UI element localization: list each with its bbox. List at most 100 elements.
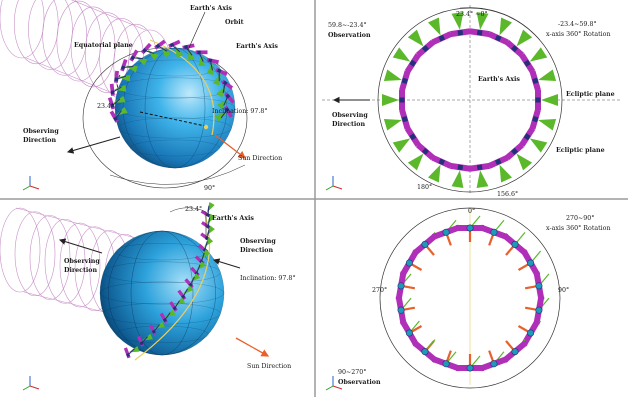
navy-square [224, 107, 230, 112]
navy-square [208, 58, 213, 63]
panel-triangle [383, 69, 402, 81]
attitude-glyph [195, 50, 208, 66]
panel-triangle [451, 170, 464, 188]
panel-top-right: 59.8~-23.4° Observation 23.4° ~0° -23.4~… [322, 5, 620, 198]
navy-square [494, 34, 502, 42]
meridian [108, 230, 216, 356]
attitude-glyph [129, 49, 148, 66]
attitude-glyph [123, 345, 140, 359]
label-sun-direction: Sun Direction [247, 363, 291, 370]
attitude-glyph [216, 79, 234, 98]
attitude-glyph [399, 249, 423, 277]
panel-bottom-left: 23.4° Earth's Axis Observing Direction O… [0, 201, 296, 391]
attitude-glyph [529, 108, 557, 131]
label-obs-angle: 90~270° [338, 369, 366, 376]
attitude-glyph [519, 47, 548, 74]
cylinder-ring [59, 222, 101, 308]
navy-square [120, 65, 126, 70]
label-observation: Observation [338, 379, 381, 386]
attitude-glyph [535, 90, 558, 110]
navy-square [130, 55, 136, 61]
attitude-glyph [505, 29, 533, 58]
navy-square [476, 164, 483, 171]
teal-node [490, 360, 498, 368]
axis-triad [325, 176, 343, 191]
attitude-glyph [159, 309, 176, 324]
label-rotation-axis: x-axis 360° Rotation [546, 31, 611, 38]
label-angle-left: 270° [372, 287, 387, 294]
axis-triad [22, 176, 40, 191]
label-observing-direction-1: Observing [332, 112, 368, 119]
navy-square [142, 48, 147, 53]
observing-direction-arrow-right [212, 258, 241, 269]
cylinder-ring [13, 0, 59, 65]
orbit-ring [82, 47, 248, 189]
attitude-glyph [399, 319, 423, 347]
observing-direction-arrow-left [58, 238, 103, 254]
attitude-glyph [154, 39, 171, 58]
label-angle-top: 0° [468, 208, 475, 215]
teal-node [405, 259, 413, 267]
navy-square [523, 133, 531, 141]
rotation-arc-top [459, 7, 541, 41]
teal-node [511, 348, 519, 356]
attitude-glyph [190, 261, 206, 277]
navy-square [222, 80, 228, 86]
navy-square [206, 224, 211, 229]
label-angle-top: 23.4° [185, 206, 202, 213]
panel-triangle [427, 164, 441, 183]
attitude-glyph [217, 92, 235, 110]
label-observation: Observation [328, 32, 371, 39]
earth-sphere [115, 48, 235, 168]
navy-square [172, 306, 177, 311]
label-angle-bottom: 90° [204, 185, 215, 192]
attitude-glyph [519, 126, 548, 153]
earth-sphere [100, 231, 224, 355]
navy-square [169, 42, 175, 48]
meridian [108, 230, 216, 356]
panel-triangle [383, 119, 402, 131]
navy-square [421, 147, 429, 155]
navy-square [476, 29, 483, 36]
magenta-bar [109, 83, 115, 96]
observing-direction-arrow [66, 136, 121, 154]
label-ecliptic-plane-1: Ecliptic plane [566, 91, 615, 98]
teal-node [527, 259, 535, 267]
parallel [103, 261, 221, 284]
attitude-glyph [487, 154, 513, 183]
label-angle-bottom-right: 156.6° [497, 191, 518, 198]
panel-triangle [451, 12, 464, 30]
panel-bottom-right: 0° 270~90° x-axis 360° Rotation 270° 90°… [325, 207, 611, 391]
label-observing-left-2: Direction [64, 267, 98, 274]
navy-square [535, 97, 541, 103]
attitude-glyph [140, 42, 159, 61]
panel-triangle [427, 17, 441, 36]
teal-node [466, 364, 474, 372]
panel-triangle [392, 138, 411, 153]
parallel [99, 281, 225, 305]
navy-square [401, 77, 408, 84]
attitude-glyph [449, 162, 471, 188]
attitude-glyph [479, 219, 509, 246]
attitude-glyph [456, 215, 484, 242]
attitude-glyph [502, 339, 528, 363]
attitude-glyphs [123, 201, 216, 359]
navy-square [162, 317, 167, 323]
navy-square [205, 212, 211, 218]
panel-triangle [382, 94, 399, 106]
earths-axis-line [187, 11, 206, 51]
panel-triangle [516, 29, 533, 47]
meridian [99, 230, 225, 356]
panel-triangle [499, 164, 513, 183]
attitude-glyph [107, 95, 126, 110]
attitude-glyph [456, 354, 484, 372]
label-orbit: Orbit [225, 19, 244, 26]
navy-square [113, 116, 118, 122]
attitude-glyph [505, 142, 533, 171]
teal-node [490, 228, 498, 236]
axis-triad [22, 376, 40, 391]
attitude-glyph [212, 67, 228, 86]
label-earths-axis-top: Earth's Axis [190, 5, 232, 12]
navy-square [139, 341, 144, 346]
